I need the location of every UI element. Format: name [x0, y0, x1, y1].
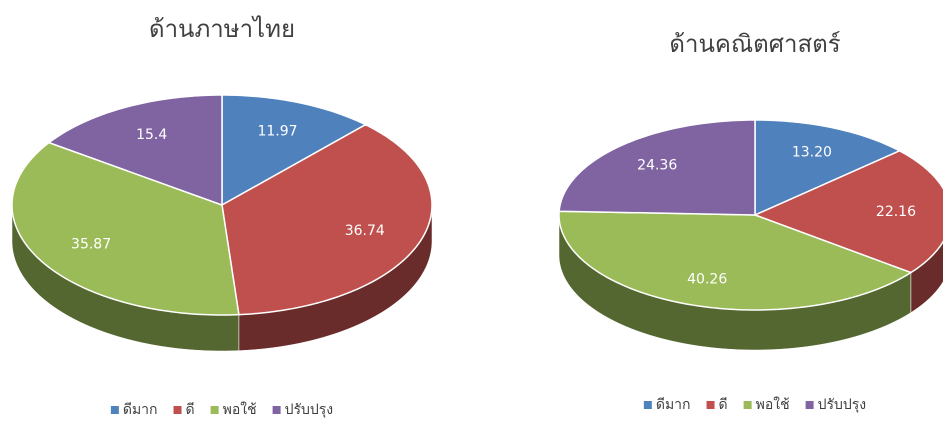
- data-label: 11.97: [257, 123, 297, 139]
- data-label: 15.4: [136, 127, 167, 143]
- data-label: 40.26: [687, 271, 727, 287]
- chart-title: ด้านภาษาไทย: [149, 15, 295, 43]
- legend-label: ปรับปรุง: [818, 397, 867, 413]
- legend-label: ปรับปรุง: [285, 402, 334, 418]
- pie-chart: ด้านภาษาไทย 11.97 36.74 35.87 15.4 ดีมาก ดี พอใ…: [11, 15, 433, 418]
- slice: [221, 94, 368, 207]
- legend-label: พอใช้: [223, 401, 257, 418]
- legend-label: พอใช้: [756, 396, 790, 413]
- legend-swatch: [643, 401, 652, 409]
- slice: [47, 94, 223, 207]
- pie-chart: ด้านคณิตศาสตร์13.2022.1640.2624.36ดีมากด…: [558, 30, 943, 413]
- legend-swatch: [210, 406, 219, 414]
- data-label: 35.87: [71, 237, 111, 253]
- data-label: 24.36: [637, 158, 677, 174]
- legend: ดีมาก ดี พอใช้ ปรับปรุง: [110, 401, 334, 418]
- legend-label: ดีมาก: [123, 402, 158, 418]
- legend-swatch: [743, 401, 752, 409]
- legend-label: ดี: [186, 402, 195, 418]
- slice: [221, 123, 433, 316]
- legend-swatch: [110, 406, 119, 414]
- chart-title: ด้านคณิตศาสตร์: [669, 30, 840, 58]
- data-label: 13.20: [792, 144, 832, 160]
- slice: [11, 141, 240, 316]
- legend-swatch: [173, 406, 182, 414]
- data-label: 22.16: [876, 204, 916, 220]
- slice: [754, 119, 902, 217]
- legend-label: ดีมาก: [656, 397, 691, 413]
- data-label: 36.74: [345, 223, 385, 239]
- slice: [753, 150, 943, 274]
- legend-label: ดี: [719, 397, 728, 413]
- slice: [558, 119, 756, 216]
- slice: [558, 210, 913, 311]
- legend-swatch: [805, 401, 814, 409]
- legend-swatch: [706, 401, 715, 409]
- legend-swatch: [272, 406, 281, 414]
- legend: ดีมาก ดี พอใช้ ปรับปรุง: [643, 396, 867, 413]
